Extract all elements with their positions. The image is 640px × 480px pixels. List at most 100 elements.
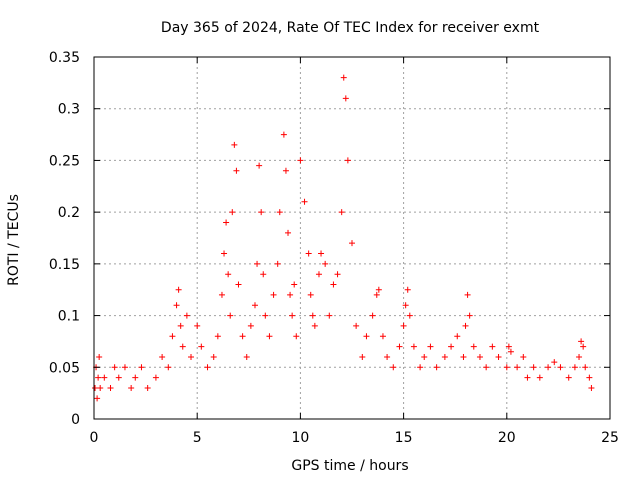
roti-point <box>588 384 595 391</box>
roti-point <box>243 353 250 360</box>
roti-point <box>379 333 386 340</box>
roti-point <box>454 333 461 340</box>
roti-point <box>462 322 469 329</box>
roti-point <box>132 374 139 381</box>
y-tick-label: 0.3 <box>58 102 80 118</box>
roti-point <box>309 312 316 319</box>
roti-point <box>175 286 182 293</box>
roti-point <box>311 322 318 329</box>
y-axis-label: ROTI / TECUs <box>6 194 22 286</box>
roti-point <box>466 312 473 319</box>
roti-point <box>297 157 304 164</box>
roti-point <box>396 343 403 350</box>
roti-point <box>194 322 201 329</box>
roti-point <box>173 302 180 309</box>
roti-point <box>530 364 537 371</box>
roti-point <box>344 157 351 164</box>
roti-point <box>188 353 195 360</box>
roti-point <box>179 343 186 350</box>
roti-point <box>338 209 345 216</box>
x-tick-label: 10 <box>291 430 309 446</box>
roti-point <box>165 364 172 371</box>
roti-point <box>551 359 558 366</box>
roti-point <box>470 343 477 350</box>
roti-point <box>476 353 483 360</box>
roti-point <box>536 374 543 381</box>
roti-point <box>254 260 261 267</box>
roti-point <box>301 198 308 205</box>
plot-frame <box>93 56 611 420</box>
roti-point <box>507 348 514 355</box>
roti-point <box>274 260 281 267</box>
roti-point <box>239 333 246 340</box>
axis-ticks <box>93 56 611 420</box>
roti-point <box>214 333 221 340</box>
roti-point <box>524 374 531 381</box>
roti-point <box>218 291 225 298</box>
roti-point <box>417 364 424 371</box>
roti-point <box>138 364 145 371</box>
tick-labels: 0 5 10 15 20 25 0 0.05 0.1 0.15 0.2 0.25 0.3 0.35 <box>49 50 619 446</box>
roti-point <box>369 312 376 319</box>
roti-point <box>101 374 108 381</box>
roti-point <box>235 281 242 288</box>
roti-point <box>177 322 184 329</box>
roti-point <box>121 364 128 371</box>
chart-title: Day 365 of 2024, Rate Of TEC Index for r… <box>161 20 540 36</box>
roti-point <box>404 286 411 293</box>
roti-point <box>322 260 329 267</box>
roti-point <box>330 281 337 288</box>
roti-point <box>441 353 448 360</box>
roti-point <box>448 343 455 350</box>
roti-point <box>256 162 263 169</box>
roti-point <box>152 374 159 381</box>
roti-point <box>505 343 512 350</box>
roti-point <box>282 167 289 174</box>
x-tick-label: 15 <box>395 430 413 446</box>
roti-point <box>464 291 471 298</box>
roti-point <box>169 333 176 340</box>
grid <box>94 57 610 419</box>
roti-point <box>545 364 552 371</box>
roti-point <box>183 312 190 319</box>
roti-point <box>97 384 104 391</box>
roti-point <box>427 343 434 350</box>
roti-point <box>95 374 102 381</box>
roti-point <box>260 271 267 278</box>
roti-point <box>315 271 322 278</box>
roti-point <box>373 291 380 298</box>
roti-point <box>384 353 391 360</box>
x-axis-label: GPS time / hours <box>291 458 408 474</box>
roti-point <box>231 141 238 148</box>
roti-point <box>251 302 258 309</box>
roti-point <box>318 250 325 257</box>
roti-point <box>289 312 296 319</box>
roti-point <box>571 364 578 371</box>
roti-point <box>307 291 314 298</box>
data-points <box>92 74 595 402</box>
roti-point <box>159 353 166 360</box>
roti-point <box>96 353 103 360</box>
roti-point <box>266 333 273 340</box>
roti-point <box>92 384 99 391</box>
x-tick-label: 5 <box>193 430 202 446</box>
y-tick-label: 0.1 <box>58 309 80 325</box>
roti-point <box>227 312 234 319</box>
roti-point <box>557 364 564 371</box>
x-tick-label: 25 <box>601 430 619 446</box>
roti-point <box>223 219 230 226</box>
roti-point <box>421 353 428 360</box>
roti-point <box>576 353 583 360</box>
roti-point <box>111 364 118 371</box>
roti-point <box>94 395 101 402</box>
roti-point <box>210 353 217 360</box>
roti-point <box>334 271 341 278</box>
roti-point <box>565 374 572 381</box>
roti-point <box>586 374 593 381</box>
roti-point <box>340 74 347 81</box>
roti-point <box>225 271 232 278</box>
roti-point <box>460 353 467 360</box>
roti-point <box>198 343 205 350</box>
y-tick-label: 0.35 <box>49 50 80 66</box>
